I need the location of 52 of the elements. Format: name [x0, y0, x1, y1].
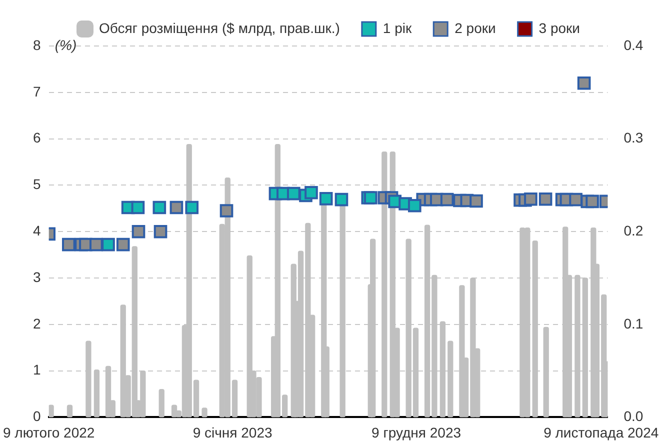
- legend-label: Обсяг розміщення ($ млрд, прав.шк.): [99, 20, 340, 36]
- point: [102, 238, 115, 252]
- bar: [94, 370, 100, 418]
- y-tick-label: 0: [33, 408, 42, 424]
- y-tick-label: 7: [33, 83, 42, 100]
- point: [89, 238, 103, 252]
- point: [185, 200, 199, 214]
- point: [152, 200, 166, 214]
- y2-tick-label: 0.3: [624, 130, 644, 146]
- y-tick-label: 2: [33, 315, 42, 332]
- y-tick-label: 1: [33, 362, 42, 378]
- point: [586, 194, 599, 208]
- point: [577, 76, 591, 90]
- bar: [382, 151, 388, 418]
- point: [408, 198, 422, 212]
- x-tick-label: 9 листопада 2024: [544, 424, 659, 440]
- point: [524, 192, 538, 206]
- point: [304, 186, 318, 200]
- point: [364, 191, 378, 204]
- y2-tick-label: 0.1: [624, 315, 644, 332]
- y2-tick-label: 0.0: [624, 408, 644, 424]
- point: [62, 238, 76, 252]
- bar: [66, 404, 73, 418]
- point: [220, 204, 234, 218]
- x-tick-label: 9 січня 2023: [192, 424, 272, 440]
- x-tick-label: 9 лютого 2022: [2, 424, 95, 440]
- y-tick-label: 8: [33, 36, 42, 53]
- x-tick-label: 9 грудня 2023: [372, 424, 462, 440]
- bar: [543, 326, 549, 418]
- y-tick-label: 6: [33, 130, 42, 146]
- point: [470, 194, 483, 208]
- bar: [48, 404, 54, 418]
- point: [116, 238, 130, 252]
- y-tick-label: 5: [33, 176, 42, 192]
- bar: [158, 389, 164, 418]
- y-tick-label: 4: [33, 222, 42, 238]
- y-axis-title: (%): [54, 36, 77, 53]
- point: [319, 192, 333, 206]
- point: [538, 192, 552, 206]
- legend-label: 1 рік: [382, 20, 412, 36]
- point: [170, 200, 184, 214]
- y-tick-label: 3: [33, 268, 42, 285]
- legend-label: 2 роки: [454, 20, 496, 36]
- point: [286, 186, 300, 200]
- y2-tick-label: 0.2: [624, 222, 644, 238]
- point: [132, 224, 146, 238]
- point: [131, 200, 145, 214]
- point: [154, 224, 168, 238]
- point: [440, 192, 454, 206]
- point: [334, 192, 348, 206]
- legend-label: 3 роки: [538, 20, 580, 36]
- y2-tick-label: 0.4: [624, 36, 644, 53]
